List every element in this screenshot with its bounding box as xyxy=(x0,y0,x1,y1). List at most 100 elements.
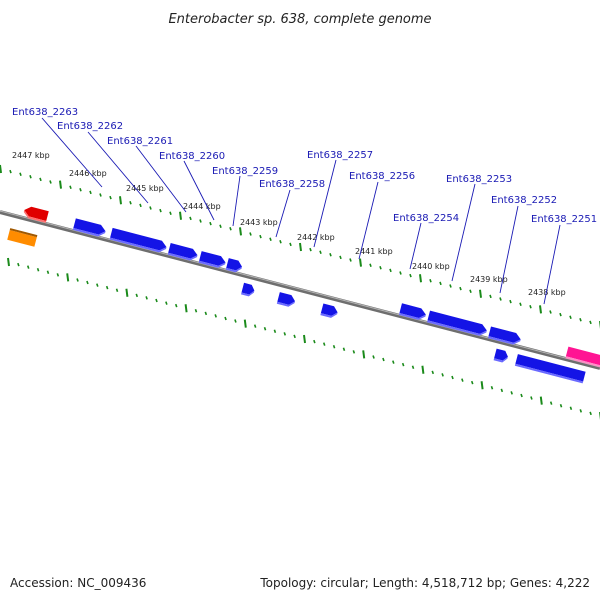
inner-ruler-tick xyxy=(204,311,208,316)
outer-ruler-tick xyxy=(439,281,442,286)
outer-ruler-tick xyxy=(179,211,182,220)
kbp-label-2438: 2438 kbp xyxy=(528,288,566,297)
inner-ruler-tick xyxy=(26,265,30,269)
gene-2252-arrow[interactable] xyxy=(487,326,522,346)
outer-tick-ruler xyxy=(0,164,600,330)
inner-ruler-tick xyxy=(7,257,10,267)
outer-ruler-tick xyxy=(579,318,582,322)
gene-2253-arrow[interactable] xyxy=(427,310,488,338)
outer-ruler-tick xyxy=(269,237,272,241)
outer-ruler-tick xyxy=(19,172,22,176)
outer-ruler-tick xyxy=(359,258,362,267)
gene-2259-arrow[interactable] xyxy=(225,258,244,273)
inner-ruler-tick xyxy=(125,288,129,297)
outer-ruler-tick xyxy=(139,203,142,208)
inner-ruler-tick xyxy=(145,296,148,300)
outer-ruler-tick xyxy=(489,294,492,299)
outer-ruler-tick xyxy=(259,234,262,239)
outer-ruler-tick xyxy=(539,305,542,314)
inner-ruler-tick xyxy=(17,262,20,267)
inner-ruler-tick xyxy=(589,411,592,416)
gene-label-2262: Ent638_2262 xyxy=(57,121,123,132)
gene-label-2259: Ent638_2259 xyxy=(212,166,278,177)
inner-ruler-tick xyxy=(214,314,217,318)
gene-2254-arrow[interactable] xyxy=(398,303,427,321)
inner-ruler-tick xyxy=(549,401,553,405)
genome-summary-text: Topology: circular; Length: 4,518,712 bp… xyxy=(260,576,590,590)
gene-label-2253: Ent638_2253 xyxy=(446,174,512,185)
gene-magenta-block[interactable] xyxy=(565,346,600,374)
outer-ruler-tick xyxy=(129,201,132,205)
outer-ruler-tick xyxy=(569,315,572,319)
inner-ruler-tick xyxy=(441,373,444,377)
inner-ruler-tick xyxy=(332,344,336,349)
inner-ruler-tick xyxy=(431,370,435,375)
outer-ruler-tick xyxy=(519,302,522,306)
outer-ruler-tick xyxy=(459,286,462,291)
gene-2262-arrow[interactable] xyxy=(109,227,168,254)
inner-ruler-tick xyxy=(539,396,543,405)
inner-ruler-tick xyxy=(303,334,306,344)
outer-ruler-tick xyxy=(329,253,332,257)
kbp-label-2440: 2440 kbp xyxy=(412,262,450,271)
inner-ruler-tick xyxy=(559,403,563,408)
gene-label-2260: Ent638_2260 xyxy=(159,151,225,162)
outer-ruler-tick xyxy=(249,232,252,236)
inner-ruler-tick xyxy=(224,316,227,321)
gene-label-2251: Ent638_2251 xyxy=(531,214,597,225)
inner-ruler-tick xyxy=(283,332,287,336)
gene-red-arrow[interactable] xyxy=(23,205,49,223)
outer-ruler-tick xyxy=(449,284,452,288)
kbp-label-2445: 2445 kbp xyxy=(126,184,164,193)
outer-ruler-tick xyxy=(509,299,512,304)
reverse-strand-genes xyxy=(7,228,586,384)
gene-2261-arrow[interactable] xyxy=(167,243,199,262)
outer-ruler-tick xyxy=(559,312,562,317)
kbp-label-2441: 2441 kbp xyxy=(355,247,393,256)
inner-ruler-tick xyxy=(480,381,484,390)
outer-ruler-tick xyxy=(279,240,282,244)
outer-ruler-tick xyxy=(49,180,52,184)
outer-ruler-tick xyxy=(189,216,192,221)
gene-2263-arrow[interactable] xyxy=(72,218,107,238)
gene-label-2257: Ent638_2257 xyxy=(307,150,373,161)
inner-ruler-tick xyxy=(263,326,267,331)
gene-2260-arrow[interactable] xyxy=(198,251,227,269)
outer-ruler-tick xyxy=(369,263,372,267)
gene-label-2252: Ent638_2252 xyxy=(491,195,557,206)
gene-label-2263: Ent638_2263 xyxy=(12,107,78,118)
inner-ruler-tick xyxy=(322,342,326,346)
inner-ruler-tick xyxy=(451,375,454,380)
gene-blue-block-right[interactable] xyxy=(514,354,586,384)
outer-ruler-tick xyxy=(309,247,312,252)
outer-ruler-tick xyxy=(319,250,322,254)
inner-ruler-tick xyxy=(401,362,405,367)
inner-ruler-tick xyxy=(411,365,415,369)
outer-ruler-tick xyxy=(419,274,422,283)
kbp-label-2447: 2447 kbp xyxy=(12,151,50,160)
gene-2256-arrow[interactable] xyxy=(320,303,339,319)
inner-ruler-tick xyxy=(194,309,198,313)
inner-ruler-tick xyxy=(382,357,385,362)
map-title: Enterobacter sp. 638, complete genome xyxy=(168,12,431,27)
outer-ruler-tick xyxy=(429,279,432,283)
inner-ruler-tick xyxy=(520,393,523,398)
gene-2258-arrow[interactable] xyxy=(241,282,256,298)
outer-ruler-tick xyxy=(99,193,102,197)
gene-orange-block[interactable] xyxy=(7,228,38,247)
outer-ruler-tick xyxy=(289,242,292,247)
outer-ruler-tick xyxy=(39,177,42,182)
outer-ruler-tick xyxy=(69,185,72,189)
gene-2257-arrow[interactable] xyxy=(276,292,296,308)
outer-ruler-tick xyxy=(469,289,472,293)
outer-ruler-tick xyxy=(59,180,62,189)
outer-ruler-tick xyxy=(9,169,12,174)
outer-ruler-tick xyxy=(29,175,32,179)
outer-ruler-tick xyxy=(239,227,242,236)
outer-ruler-tick xyxy=(499,297,502,301)
inner-ruler-tick xyxy=(313,339,316,344)
inner-ruler-tick xyxy=(115,288,119,292)
gene-2251-arrow[interactable] xyxy=(493,348,510,364)
inner-ruler-tick xyxy=(421,365,425,374)
